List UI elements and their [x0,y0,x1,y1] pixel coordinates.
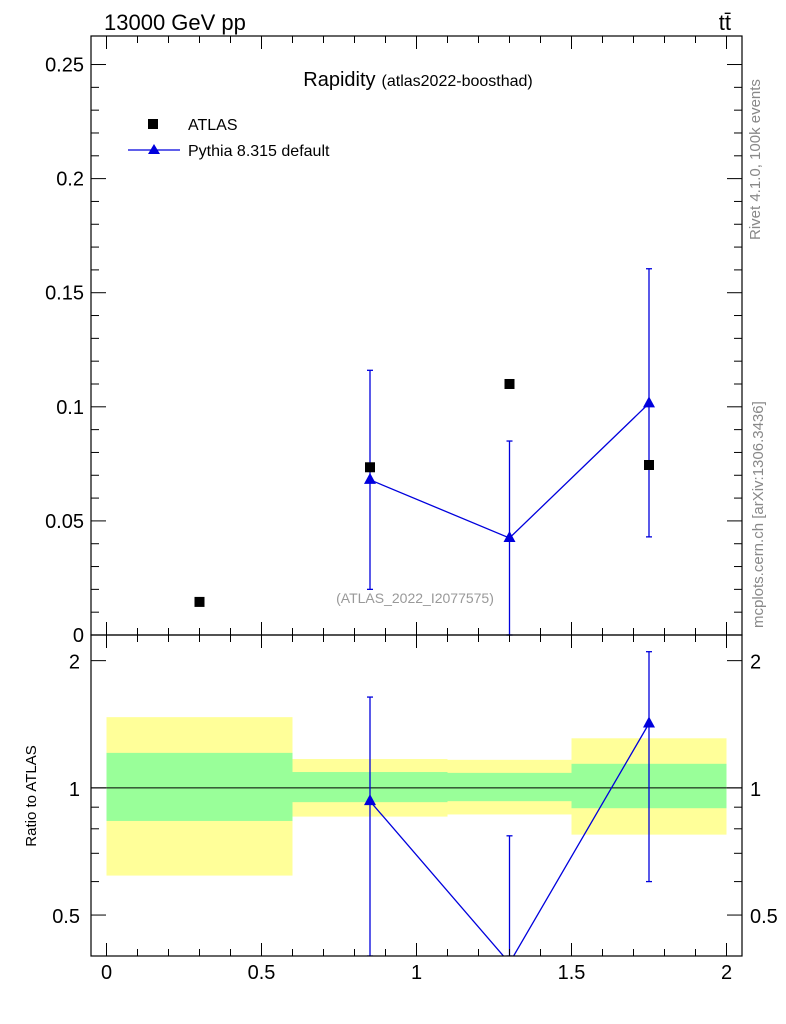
y-tick-label: 0.25 [45,55,84,77]
ratio-pythia-point [504,956,516,967]
title-sub: (atlas2022-boosthad) [382,73,533,90]
legend: ATLAS Pythia 8.315 default [128,117,330,160]
y-tick-label: 2 [69,652,80,674]
y-tick-label: 0.1 [56,397,84,419]
ratio-band-green [106,752,293,821]
atlas-point [365,462,375,473]
legend-atlas-marker [148,119,158,129]
ratio-band-green [447,772,572,802]
ratio-clipped-group [364,651,655,967]
y-tick-label: 1 [69,779,80,801]
legend-pythia-label: Pythia 8.315 default [188,143,330,160]
pythia-point [503,531,516,543]
x-tick-label: 2 [721,962,732,984]
header-left: 13000 GeV pp [104,10,246,35]
watermark: (ATLAS_2022_I2077575) [336,590,494,606]
y-tick-label: 0.5 [52,906,80,928]
pythia-point [364,472,376,484]
y-tick-label-right: 2 [750,652,761,674]
title-main: Rapidity [303,69,375,91]
header-right: tt̄ [719,10,731,35]
pythia-point [643,396,655,408]
atlas-point [504,378,515,389]
ratio-pythia-point [364,794,376,806]
y-tick-label: 0 [73,625,84,647]
x-tick-label: 0.5 [248,962,276,984]
legend-atlas-label: ATLAS [188,117,238,134]
y-tick-label-right: 1 [750,779,761,801]
x-tick-label: 1.5 [558,962,586,984]
y-tick-label: 0.15 [45,283,84,305]
main-panel: Rapidity (atlas2022-boosthad) (ATLAS_2022… [45,35,743,647]
x-tick-label: 0 [101,962,112,984]
atlas-point [644,459,654,470]
rivet-label: Rivet 4.1.0, 100k events [747,79,764,240]
plot-title: Rapidity (atlas2022-boosthad) [303,69,532,91]
ratio-pythia-point [643,716,655,728]
ratio-panel: 0.5 0.5 1 1 2 2 Ratio to ATLAS [23,634,778,967]
y-tick-label: 0.05 [45,511,84,533]
mcplots-label: mcplots.cern.ch [arXiv:1306.3436] [750,401,767,628]
atlas-point [194,596,205,607]
y-tick-label-right: 0.5 [750,906,778,928]
legend-pythia-marker [148,144,160,154]
ratio-pythia-line [369,723,650,956]
y-tick-label: 0.2 [56,169,84,191]
ratio-ylabel: Ratio to ATLAS [23,745,40,846]
x-tick-label: 1 [411,962,422,984]
ratio-frame [90,634,743,957]
